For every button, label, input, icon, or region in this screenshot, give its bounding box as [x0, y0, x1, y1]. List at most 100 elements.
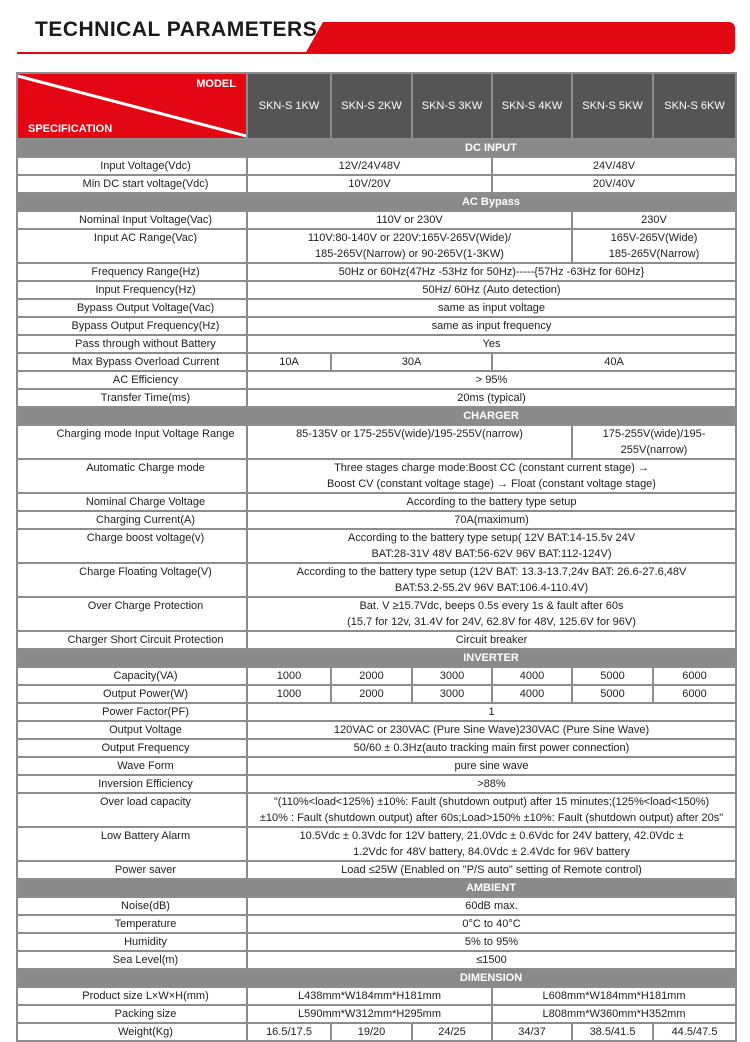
spec-row: Temperature 0°C to 40°C	[16, 914, 737, 934]
spec-value: 30A	[330, 352, 493, 372]
spec-value: same as input voltage	[246, 298, 737, 318]
spec-row: Charge boost voltage(v) According to the …	[16, 528, 737, 564]
diagonal-divider	[19, 75, 245, 137]
spec-row: Capacity(VA) 1000 2000 3000 4000 5000 6000	[16, 666, 737, 686]
spec-value: According to the battery type setup (12V…	[246, 562, 737, 598]
spec-value: 2000	[330, 684, 413, 704]
spec-row: Humidity 5% to 95%	[16, 932, 737, 952]
spec-row: Charging mode Input Voltage Range 85-135V…	[16, 424, 737, 460]
spec-value: 0°C to 40°C	[246, 914, 737, 934]
spec-row: Charging Current(A) 70A(maximum)	[16, 510, 737, 530]
spec-row: Output Voltage 120VAC or 230VAC (Pure Sin…	[16, 720, 737, 740]
spec-value: 60dB max.	[246, 896, 737, 916]
spec-value: According to the battery type setup	[246, 492, 737, 512]
spec-row: Charge Floating Voltage(V) According to t…	[16, 562, 737, 598]
spec-value: 10V/20V	[246, 174, 493, 194]
spec-label: Product size L×W×H(mm)	[16, 986, 248, 1006]
spec-row: Weight(Kg) 16.5/17.5 19/20 24/25 34/37 38.5/4…	[16, 1022, 737, 1042]
spec-value: 38.5/41.5	[571, 1022, 654, 1042]
section-header: DC INPUT	[16, 138, 737, 158]
model-header: SKN-S 5KW	[571, 72, 654, 140]
spec-row: Min DC start voltage(Vdc) 10V/20V 20V/40V	[16, 174, 737, 194]
spec-table: MODEL SPECIFICATION SKN-S 1KW SKN-S 2KW …	[16, 72, 737, 1042]
model-header: SKN-S 6KW	[652, 72, 737, 140]
spec-label: Nominal Input Voltage(Vac)	[16, 210, 248, 230]
spec-value: same as input frequency	[246, 316, 737, 336]
spec-value: Yes	[246, 334, 737, 354]
specification-label: SPECIFICATION	[28, 123, 113, 135]
spec-row: Nominal Charge Voltage According to the b…	[16, 492, 737, 512]
spec-row: Packing size L590mm*W312mm*H295mm L808mm*W…	[16, 1004, 737, 1024]
spec-value: 6000	[652, 684, 737, 704]
spec-value: 12V/24V48V	[246, 156, 493, 176]
model-header: SKN-S 3KW	[411, 72, 493, 140]
spec-value: >88%	[246, 774, 737, 794]
spec-row: AC Efficiency > 95%	[16, 370, 737, 390]
spec-label: Output Frequency	[16, 738, 248, 758]
spec-row: Noise(dB) 60dB max.	[16, 896, 737, 916]
spec-label: Power saver	[16, 860, 248, 880]
spec-row: Low Battery Alarm 10.5Vdc ± 0.3Vdc for 12…	[16, 826, 737, 862]
spec-value: 85-135V or 175-255V(wide)/195-255V(narro…	[246, 424, 573, 460]
spec-label: Frequency Range(Hz)	[16, 262, 248, 282]
header-row: MODEL SPECIFICATION SKN-S 1KW SKN-S 2KW …	[16, 72, 737, 140]
spec-value: 120VAC or 230VAC (Pure Sine Wave)230VAC …	[246, 720, 737, 740]
section-header: DIMENSION	[16, 968, 737, 988]
spec-value: Load ≤25W (Enabled on "P/S auto" setting…	[246, 860, 737, 880]
spec-label: Charging mode Input Voltage Range	[16, 424, 248, 460]
section-title: AC Bypass	[247, 192, 737, 212]
spec-value: 50/60 ± 0.3Hz(auto tracking main first p…	[246, 738, 737, 758]
spec-label: Over Charge Protection	[16, 596, 248, 632]
spec-label: Packing size	[16, 1004, 248, 1024]
spec-row: Wave Form pure sine wave	[16, 756, 737, 776]
spec-row: Product size L×W×H(mm) L438mm*W184mm*H181…	[16, 986, 737, 1006]
spec-label: Bypass Output Voltage(Vac)	[16, 298, 248, 318]
spec-value: 5% to 95%	[246, 932, 737, 952]
spec-value: 5000	[571, 684, 654, 704]
spec-label: Inversion Efficiency	[16, 774, 248, 794]
section-label-blank	[16, 138, 247, 158]
spec-label: Min DC start voltage(Vdc)	[16, 174, 248, 194]
spec-value: Circuit breaker	[246, 630, 737, 650]
spec-row: Sea Level(m) ≤1500	[16, 950, 737, 970]
spec-label: Transfer Time(ms)	[16, 388, 248, 408]
spec-value: 20ms (typical)	[246, 388, 737, 408]
section-label-blank	[16, 648, 247, 668]
model-header: SKN-S 1KW	[246, 72, 332, 140]
spec-row: Max Bypass Overload Current 10A 30A 40A	[16, 352, 737, 372]
spec-row: Power saver Load ≤25W (Enabled on "P/S au…	[16, 860, 737, 880]
section-title: AMBIENT	[247, 878, 737, 898]
spec-value: 4000	[491, 666, 573, 686]
spec-row: Over load capacity "(110%<load<125%) ±10%…	[16, 792, 737, 828]
spec-value: Three stages charge mode:Boost CC (const…	[246, 458, 737, 494]
spec-value: > 95%	[246, 370, 737, 390]
spec-row: Input AC Range(Vac) 110V:80-140V or 220V:…	[16, 228, 737, 264]
spec-value: 110V:80-140V or 220V:165V-265V(Wide)/ 18…	[246, 228, 573, 264]
spec-row: Over Charge Protection Bat. V ≥15.7Vdc, b…	[16, 596, 737, 632]
spec-row: Charger Short Circuit Protection Circuit …	[16, 630, 737, 650]
spec-value: 19/20	[330, 1022, 413, 1042]
spec-value: L808mm*W360mm*H352mm	[491, 1004, 737, 1024]
spec-row: Output Power(W) 1000 2000 3000 4000 5000 6000	[16, 684, 737, 704]
spec-label: Charge Floating Voltage(V)	[16, 562, 248, 598]
spec-value: Bat. V ≥15.7Vdc, beeps 0.5s every 1s & f…	[246, 596, 737, 632]
section-label-blank	[16, 406, 247, 426]
page-title-banner: TECHNICAL PARAMETERS	[17, 16, 735, 54]
spec-label: Low Battery Alarm	[16, 826, 248, 862]
spec-label: Bypass Output Frequency(Hz)	[16, 316, 248, 336]
spec-value: 165V-265V(Wide) 185-265V(Narrow)	[571, 228, 737, 264]
spec-label: Weight(Kg)	[16, 1022, 248, 1042]
spec-label: Capacity(VA)	[16, 666, 248, 686]
spec-value: 34/37	[491, 1022, 573, 1042]
spec-value: 50Hz/ 60Hz (Auto detection)	[246, 280, 737, 300]
spec-label: Charger Short Circuit Protection	[16, 630, 248, 650]
spec-label: Sea Level(m)	[16, 950, 248, 970]
spec-value: pure sine wave	[246, 756, 737, 776]
spec-row: Bypass Output Frequency(Hz) same as input…	[16, 316, 737, 336]
spec-value: 50Hz or 60Hz(47Hz -53Hz for 50Hz)-----{5…	[246, 262, 737, 282]
spec-value: According to the battery type setup( 12V…	[246, 528, 737, 564]
spec-label: Temperature	[16, 914, 248, 934]
section-header: CHARGER	[16, 406, 737, 426]
spec-value: 20V/40V	[491, 174, 737, 194]
model-header: SKN-S 4KW	[491, 72, 573, 140]
